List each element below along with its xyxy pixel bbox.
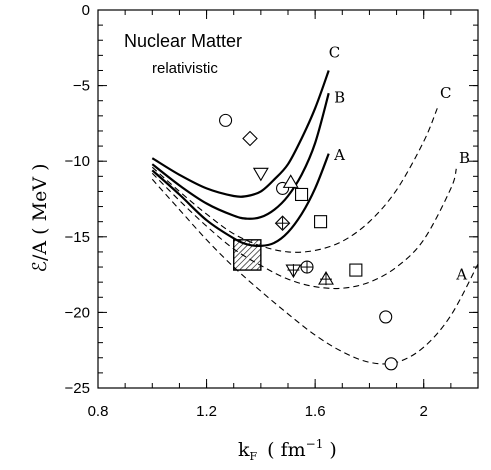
marker-circle-plus [300,260,314,274]
curve-label-solid-C: C [329,43,340,61]
x-axis-label-exp: −1 [306,437,324,451]
marker-triangle-down-shape [252,167,269,182]
chart-subtitle: relativistic [152,60,218,77]
curve-label-dashed-A: A [455,266,467,284]
curve-solid-C [151,70,330,198]
curve-labels: C B A C B A [329,43,470,283]
marker-diamond-plus [274,215,291,231]
marker-square-shape [295,187,309,202]
marker-circle-shape [219,113,233,127]
y-tick-label: −20 [65,304,90,321]
marker-triangle-up-plus [318,271,334,286]
empirical-saturation-box [233,239,262,271]
marker-circle-shape [384,357,398,371]
marker-square-shape [314,215,328,229]
axis-ticks [97,9,479,389]
y-tick-label: −5 [73,78,90,95]
x-tick-label: 0.8 [88,403,109,420]
marker-triangle-down-plus [285,264,302,279]
curve-dashed-C [151,108,438,253]
curve-label-dashed-C: C [440,84,451,102]
marker-triangle-down [252,167,269,182]
marker-circle [219,113,233,127]
x-axis-label-k: k [238,439,250,461]
x-tick-label: 2 [420,403,428,420]
marker-diamond [242,130,258,147]
y-axis-label: ℰ/A ( MeV ) [29,164,51,273]
y-tick-label: 0 [82,2,90,19]
x-tick-labels: 0.8 1.2 1.6 2 [88,403,428,420]
marker-triangle-up-shape [282,174,299,188]
marker-circle-shape [379,310,393,324]
y-tick-label: −25 [65,380,90,397]
marker-square [349,263,363,277]
y-tick-label: −15 [65,229,90,246]
curve-dashed-B [151,168,457,290]
x-tick-label: 1.2 [196,403,217,420]
curve-dashed-A [151,178,479,365]
marker-square [314,215,328,229]
marker-square [295,187,309,202]
x-axis-label-sub: F [250,450,258,463]
y-tick-label: −10 [65,153,90,170]
marker-circle [384,357,398,371]
marker-square-shape [349,263,363,277]
marker-diamond-shape [242,130,258,147]
curve-label-solid-B: B [334,89,345,107]
x-axis-label-close: ) [329,439,336,461]
x-tick-label: 1.6 [305,403,326,420]
curve-solid-B [151,92,330,220]
curve-label-dashed-B: B [459,149,470,167]
y-tick-labels: 0 −5 −10 −15 −20 −25 [65,2,90,397]
data-markers [219,113,398,371]
x-axis-label-unit: ( fm [267,439,306,461]
marker-triangle-up [282,174,299,188]
marker-circle [379,310,393,324]
empirical-box-layer [233,239,262,271]
chart-title: Nuclear Matter [124,31,242,51]
x-axis-label: kF ( fm−1) [238,437,337,463]
curve-label-solid-A: A [333,146,345,164]
